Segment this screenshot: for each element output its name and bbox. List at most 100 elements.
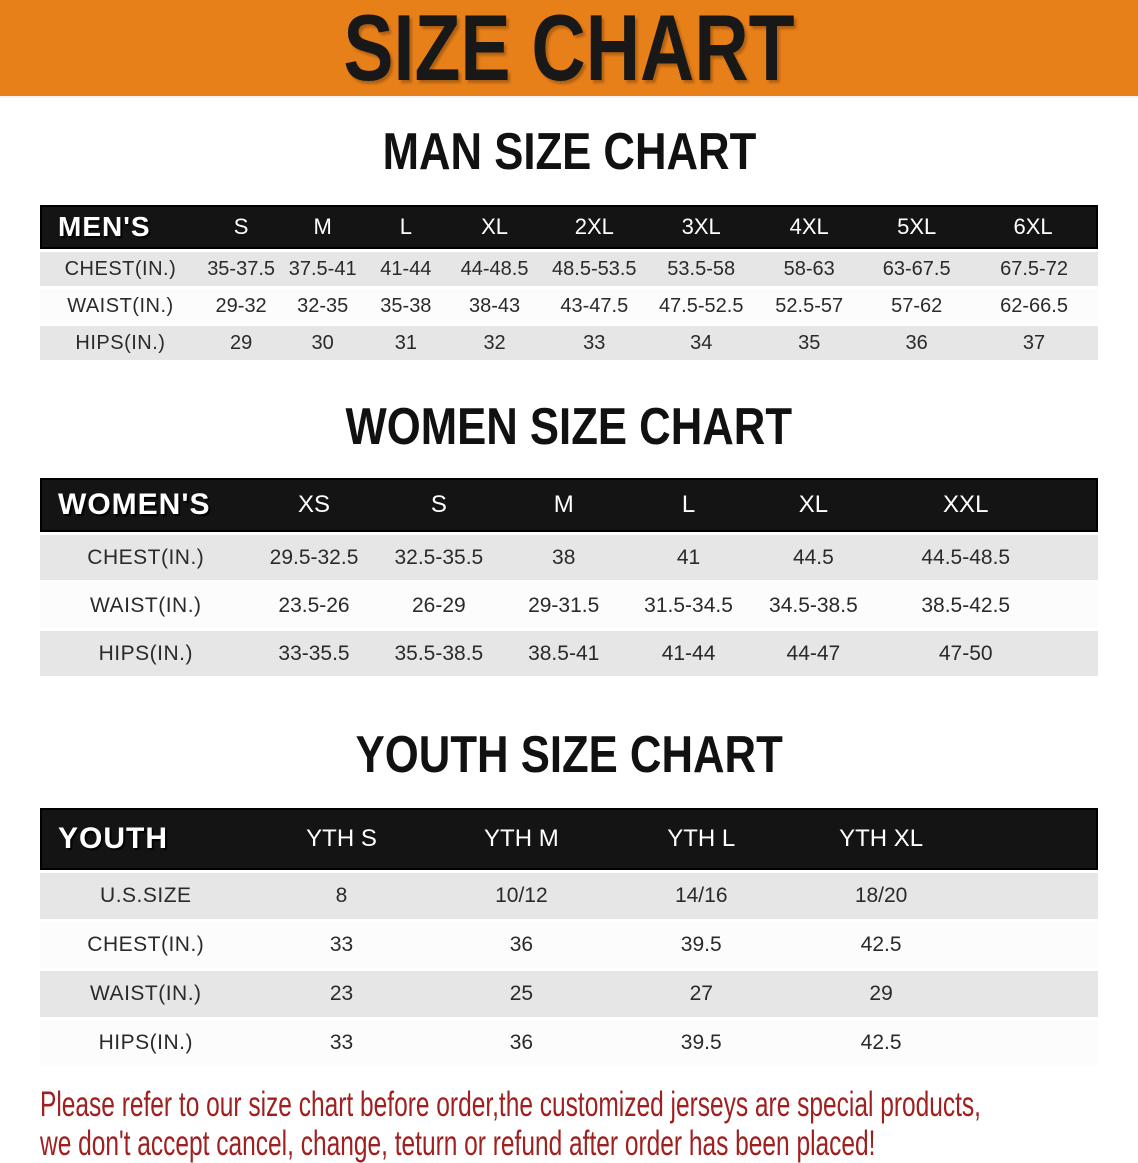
row-filler-cell	[971, 1020, 1098, 1066]
table-row: CHEST(IN.) 33 36 39.5 42.5	[40, 922, 1098, 968]
size-value-cell: 67.5-72	[970, 252, 1098, 286]
man-size-chart-heading: MAN SIZE CHART	[0, 126, 1138, 178]
row-label: U.S.SIZE	[40, 873, 252, 919]
size-value-cell: 34	[647, 326, 756, 360]
size-column-header: 5XL	[863, 205, 971, 249]
row-label: CHEST(IN.)	[40, 535, 252, 580]
size-value-cell: 31	[363, 326, 448, 360]
table-row: HIPS(IN.) 33-35.5 35.5-38.5 38.5-41 41-44 44-…	[40, 631, 1098, 676]
row-label: HIPS(IN.)	[40, 1020, 252, 1066]
size-value-cell: 36	[431, 922, 612, 968]
size-column-header: YTH XL	[791, 808, 972, 870]
size-value-cell: 33	[541, 326, 648, 360]
size-value-cell: 44.5-48.5	[875, 535, 1056, 580]
size-value-cell: 41-44	[363, 252, 448, 286]
row-filler-cell	[971, 873, 1098, 919]
size-value-cell: 47.5-52.5	[647, 289, 756, 323]
size-value-cell: 42.5	[791, 1020, 972, 1066]
size-value-cell: 58-63	[755, 252, 864, 286]
disclaimer-line-1: Please refer to our size chart before or…	[40, 1085, 981, 1124]
table-row: WAIST(IN.) 23.5-26 26-29 29-31.5 31.5-34.5 34…	[40, 583, 1098, 628]
youth-size-table: YOUTH YTH S YTH M YTH L YTH XL U.S.SIZE 8 10/12…	[40, 805, 1098, 1069]
size-value-cell: 35-37.5	[200, 252, 282, 286]
size-value-cell: 57-62	[863, 289, 971, 323]
row-label: CHEST(IN.)	[40, 252, 201, 286]
size-value-cell: 35.5-38.5	[376, 631, 502, 676]
size-value-cell: 29	[791, 971, 972, 1017]
size-value-cell: 14/16	[611, 873, 792, 919]
size-value-cell: 35-38	[363, 289, 448, 323]
table-corner-label: MEN'S	[40, 205, 201, 249]
size-value-cell: 38-43	[447, 289, 542, 323]
row-filler-cell	[971, 922, 1098, 968]
table-corner-label: YOUTH	[40, 808, 252, 870]
table-row: WAIST(IN.) 29-32 32-35 35-38 38-43 43-47.5 47.…	[40, 289, 1098, 323]
size-value-cell: 38	[501, 535, 627, 580]
size-value-cell: 38.5-42.5	[875, 583, 1056, 628]
size-value-cell: 10/12	[431, 873, 612, 919]
table-corner-label: WOMEN'S	[40, 478, 252, 532]
women-size-chart-heading: WOMEN SIZE CHART	[0, 401, 1138, 453]
table-row: CHEST(IN.) 35-37.5 37.5-41 41-44 44-48.5 48.5…	[40, 252, 1098, 286]
women-size-table: WOMEN'S XS S M L XL XXL CHEST(IN.) 29.5-32.5 32.5…	[40, 475, 1098, 679]
size-column-header: L	[626, 478, 751, 532]
size-value-cell: 44.5	[750, 535, 876, 580]
size-column-header: 6XL	[970, 205, 1098, 249]
size-value-cell: 37.5-41	[281, 252, 364, 286]
size-value-cell: 37	[970, 326, 1098, 360]
size-value-cell: 29.5-32.5	[251, 535, 377, 580]
size-column-header: 3XL	[647, 205, 756, 249]
disclaimer: Please refer to our size chart before or…	[40, 1085, 1138, 1163]
size-value-cell: 36	[863, 326, 971, 360]
size-value-cell: 25	[431, 971, 612, 1017]
table-row: HIPS(IN.) 29 30 31 32 33 34 35 36 37	[40, 326, 1098, 360]
row-label: WAIST(IN.)	[40, 971, 252, 1017]
size-value-cell: 8	[251, 873, 432, 919]
size-value-cell: 53.5-58	[647, 252, 756, 286]
row-label: HIPS(IN.)	[40, 631, 252, 676]
youth-size-chart-heading-text: YOUTH SIZE CHART	[355, 726, 783, 784]
size-column-header: 4XL	[755, 205, 864, 249]
size-column-header: XL	[750, 478, 876, 532]
header-filler-cell	[1055, 478, 1098, 532]
size-value-cell: 44-48.5	[447, 252, 542, 286]
size-value-cell: 41	[626, 535, 751, 580]
size-value-cell: 43-47.5	[541, 289, 648, 323]
size-value-cell: 34.5-38.5	[750, 583, 876, 628]
man-size-chart-heading-text: MAN SIZE CHART	[382, 123, 756, 181]
man-size-table: MEN'S S M L XL 2XL 3XL 4XL 5XL 6XL CHEST(IN.) 35-37…	[40, 202, 1098, 363]
size-value-cell: 38.5-41	[501, 631, 627, 676]
size-value-cell: 36	[431, 1020, 612, 1066]
size-column-header: YTH L	[611, 808, 792, 870]
size-column-header: M	[501, 478, 627, 532]
size-value-cell: 27	[611, 971, 792, 1017]
size-value-cell: 33	[251, 922, 432, 968]
size-value-cell: 26-29	[376, 583, 502, 628]
size-column-header: XXL	[875, 478, 1056, 532]
size-value-cell: 18/20	[791, 873, 972, 919]
size-value-cell: 29	[200, 326, 282, 360]
table-row: U.S.SIZE 8 10/12 14/16 18/20	[40, 873, 1098, 919]
size-value-cell: 33	[251, 1020, 432, 1066]
youth-size-chart-heading: YOUTH SIZE CHART	[0, 729, 1138, 781]
row-label: WAIST(IN.)	[40, 583, 252, 628]
table-row: CHEST(IN.) 29.5-32.5 32.5-35.5 38 41 44.5 44.5…	[40, 535, 1098, 580]
table-row: HIPS(IN.) 33 36 39.5 42.5	[40, 1020, 1098, 1066]
size-value-cell: 44-47	[750, 631, 876, 676]
size-value-cell: 47-50	[875, 631, 1056, 676]
size-value-cell: 33-35.5	[251, 631, 377, 676]
size-value-cell: 62-66.5	[970, 289, 1098, 323]
size-value-cell: 23	[251, 971, 432, 1017]
size-value-cell: 32	[447, 326, 542, 360]
size-value-cell: 48.5-53.5	[541, 252, 648, 286]
size-column-header: YTH S	[251, 808, 432, 870]
disclaimer-line-2: we don't accept cancel, change, teturn o…	[40, 1124, 876, 1163]
row-label: CHEST(IN.)	[40, 922, 252, 968]
size-column-header: L	[363, 205, 448, 249]
row-filler-cell	[971, 971, 1098, 1017]
size-value-cell: 35	[755, 326, 864, 360]
size-value-cell: 39.5	[611, 1020, 792, 1066]
size-value-cell: 31.5-34.5	[626, 583, 751, 628]
row-label: WAIST(IN.)	[40, 289, 201, 323]
size-value-cell: 32-35	[281, 289, 364, 323]
